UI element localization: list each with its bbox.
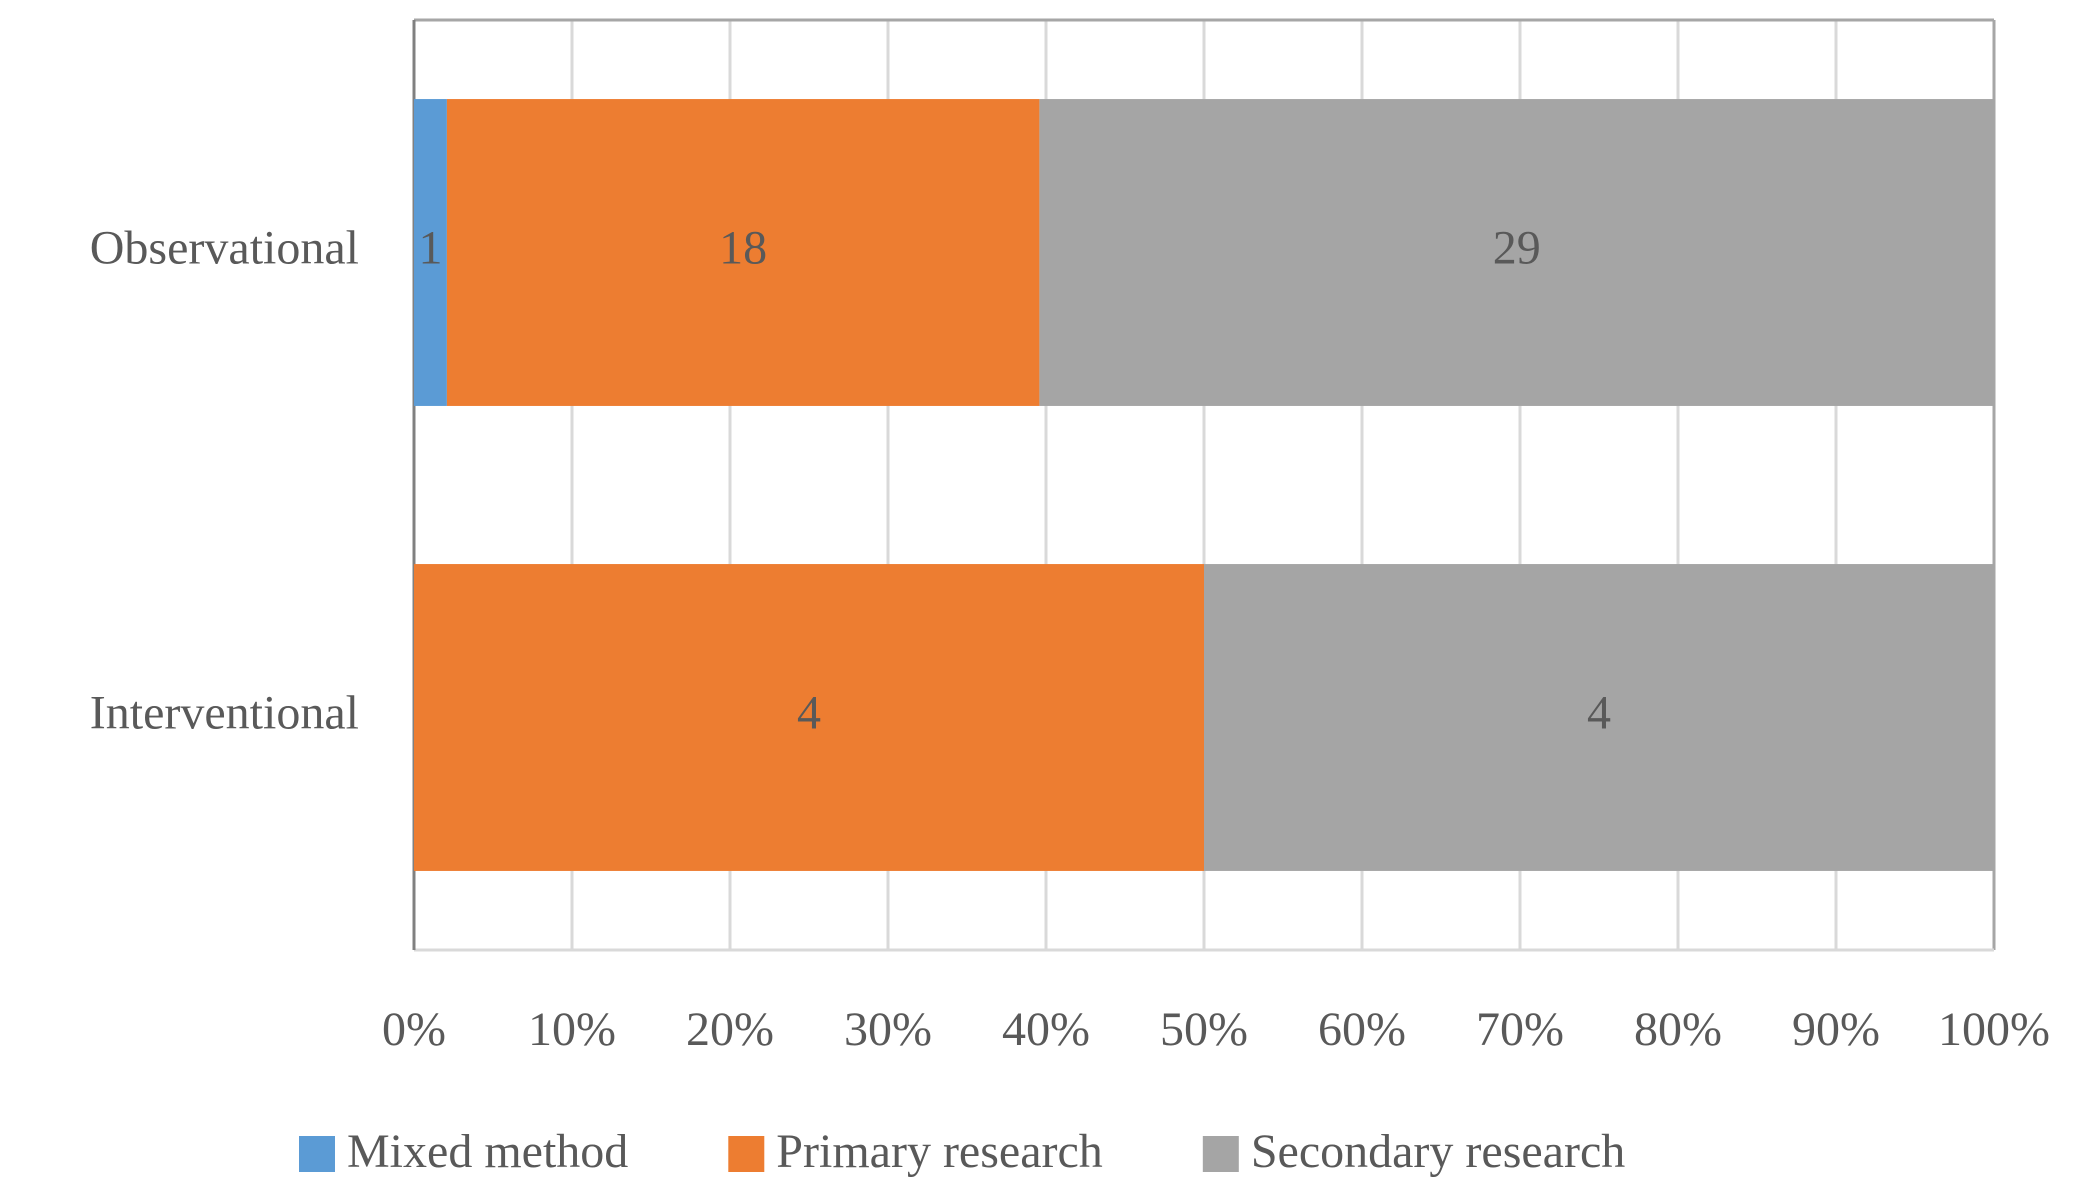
y-tick-label: Observational bbox=[90, 222, 359, 275]
legend-label: Mixed method bbox=[347, 1125, 628, 1178]
legend-swatch bbox=[728, 1136, 765, 1172]
x-tick-label: 60% bbox=[1318, 1003, 1406, 1056]
bar-segment bbox=[1039, 99, 1994, 406]
data-label: 1 bbox=[418, 222, 442, 275]
x-tick-label: 100% bbox=[1938, 1003, 2050, 1056]
x-tick-label: 40% bbox=[1002, 1003, 1090, 1056]
bar-segment bbox=[414, 564, 1204, 871]
data-label: 4 bbox=[797, 687, 821, 740]
legend-label: Primary research bbox=[776, 1125, 1103, 1178]
x-tick-label: 50% bbox=[1160, 1003, 1248, 1056]
x-tick-label: 10% bbox=[528, 1003, 616, 1056]
x-tick-label: 20% bbox=[686, 1003, 774, 1056]
legend-swatch bbox=[299, 1136, 335, 1172]
x-tick-label: 30% bbox=[844, 1003, 932, 1056]
data-label: 18 bbox=[719, 222, 767, 275]
bar-segment bbox=[1204, 564, 1994, 871]
legend-label: Secondary research bbox=[1251, 1125, 1625, 1178]
bar-segment bbox=[446, 99, 1040, 406]
y-tick-label: Interventional bbox=[90, 687, 359, 740]
data-label: 4 bbox=[1587, 687, 1611, 740]
x-tick-label: 0% bbox=[382, 1003, 446, 1056]
legend-swatch bbox=[1202, 1136, 1239, 1172]
x-tick-label: 70% bbox=[1476, 1003, 1564, 1056]
x-tick-label: 80% bbox=[1634, 1003, 1722, 1056]
x-tick-label: 90% bbox=[1792, 1003, 1880, 1056]
data-label: 29 bbox=[1493, 222, 1541, 275]
bar-segment bbox=[414, 99, 447, 406]
